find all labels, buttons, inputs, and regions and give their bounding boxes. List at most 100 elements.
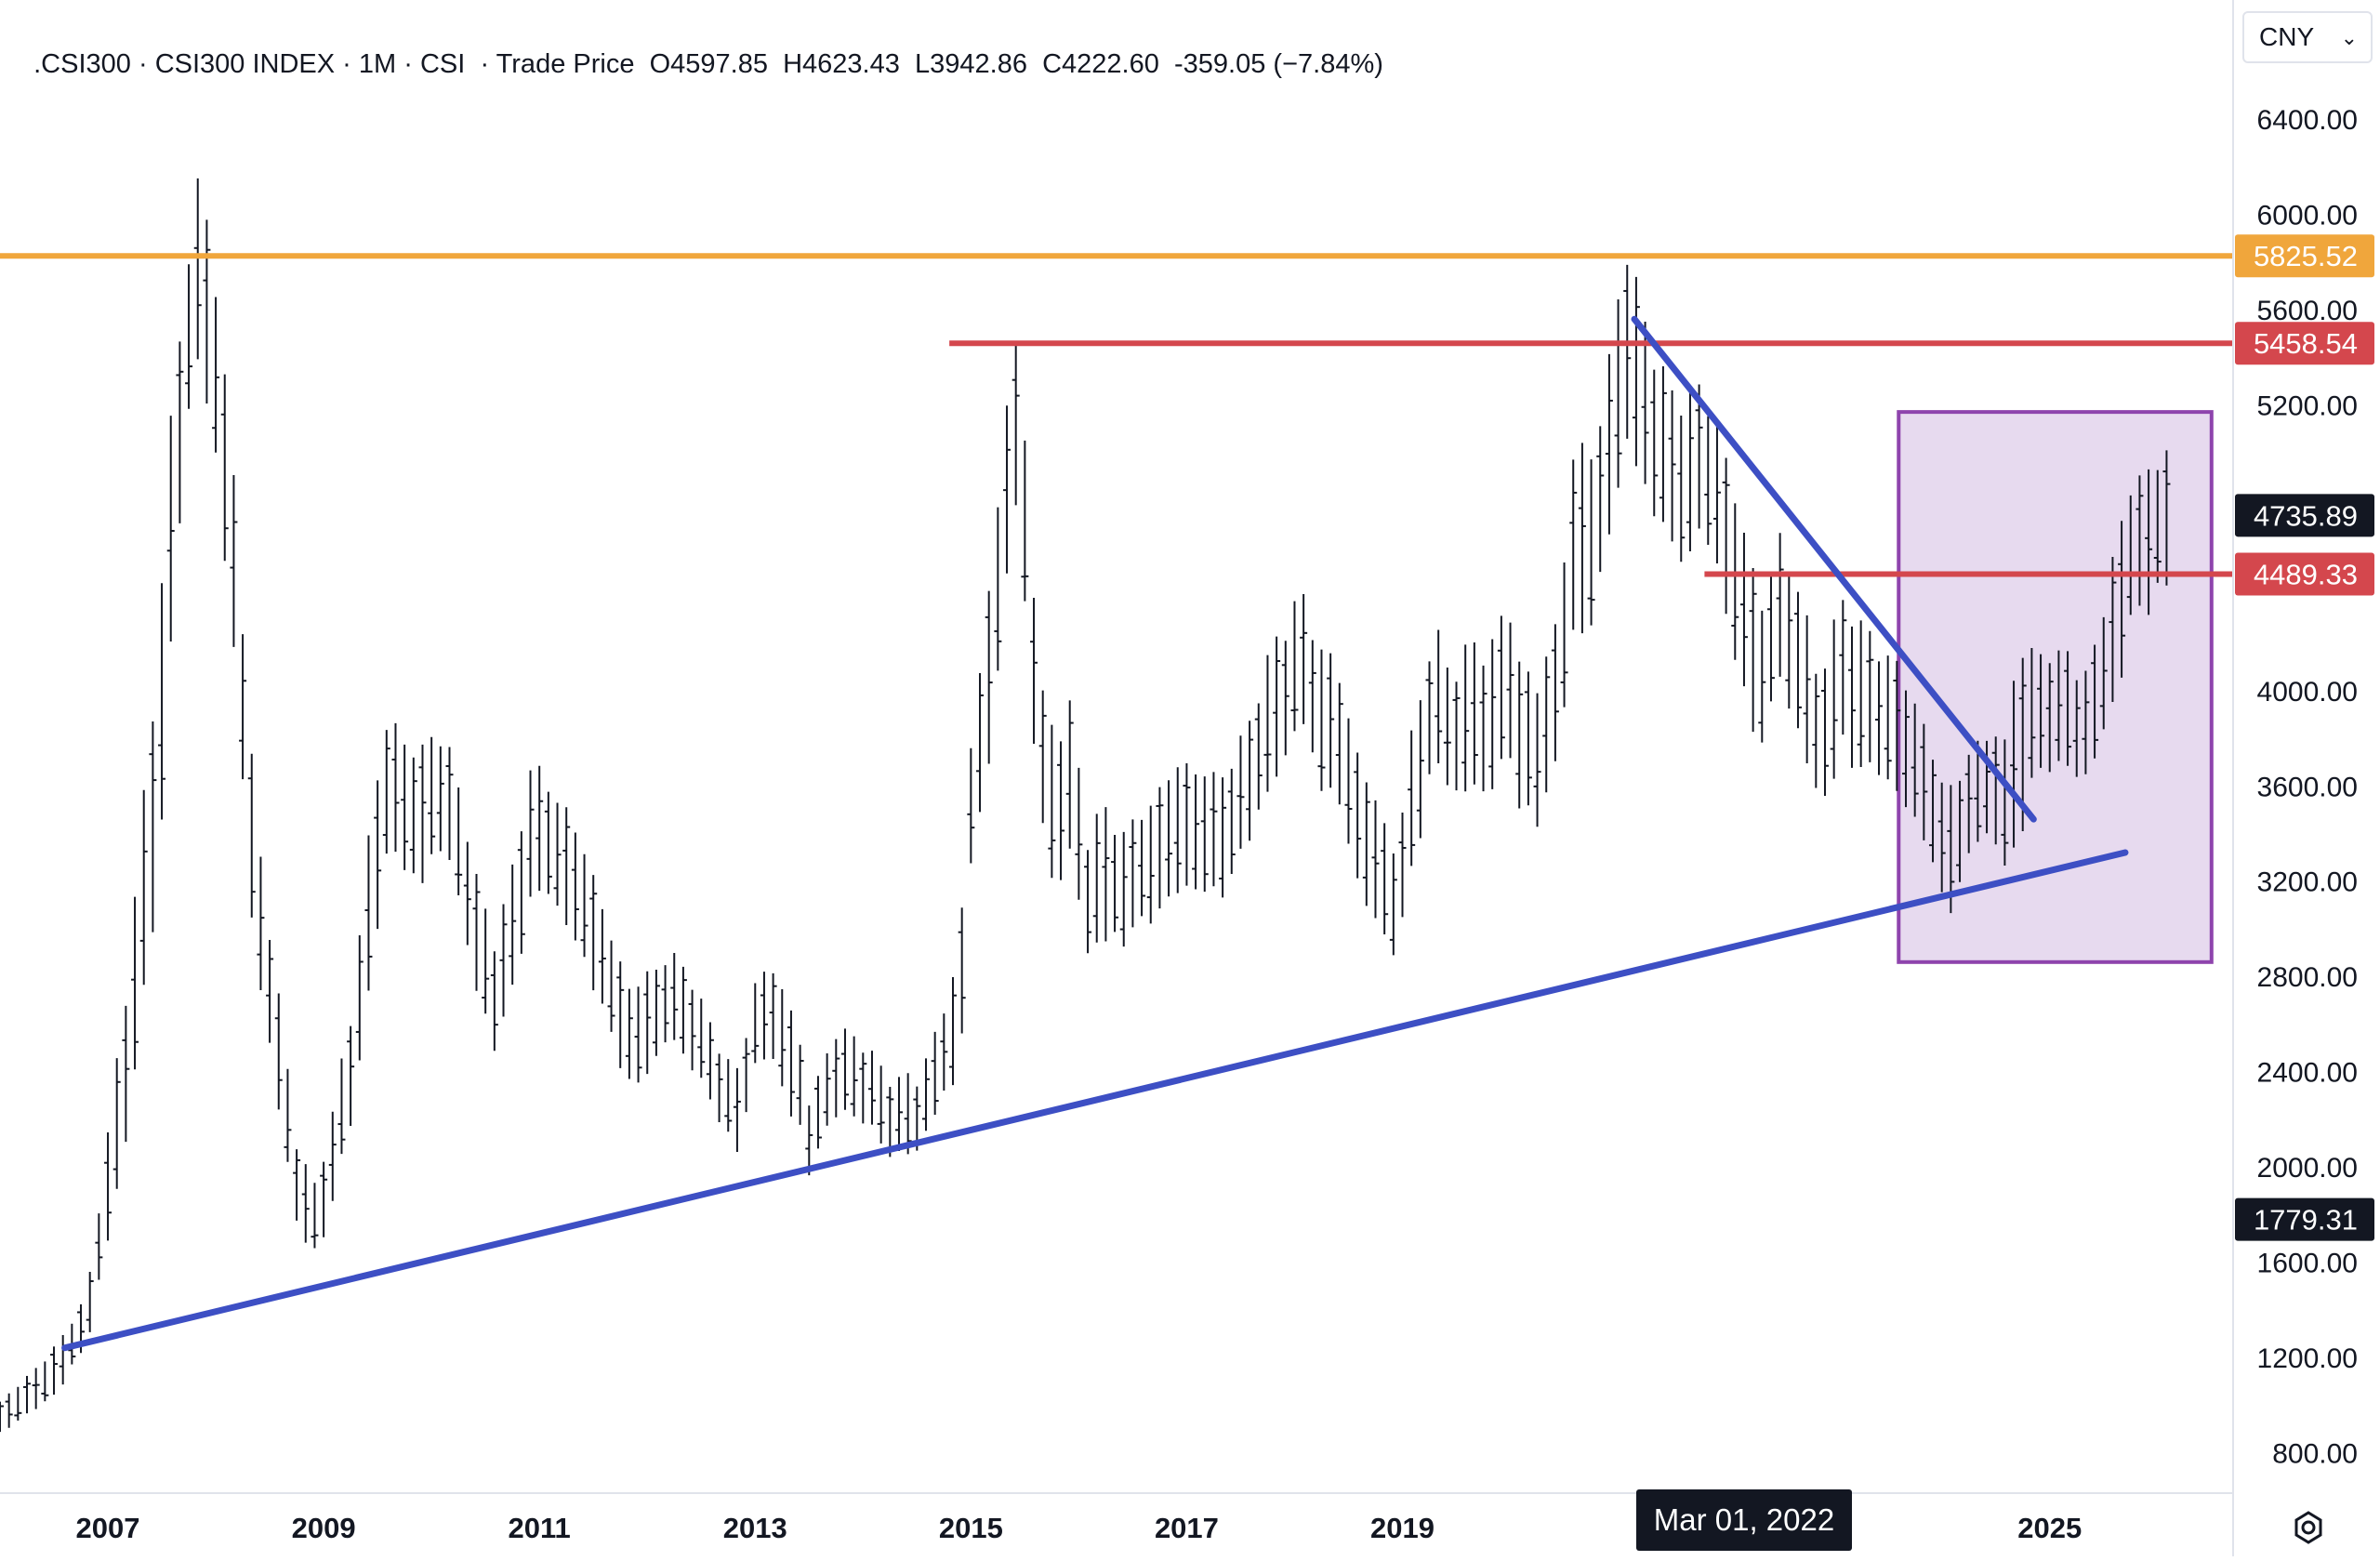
ohlc-bar [1416,700,1424,839]
ohlc-bar [1731,503,1739,660]
y-tick-label: 5200.00 [2257,390,2358,421]
ohlc-bar [1974,740,1982,842]
ohlc-close: C4222.60 [1042,49,1159,79]
ohlc-bar [1452,681,1461,791]
ohlc-bar [787,1010,795,1117]
ohlc-bar [1183,763,1191,886]
ohlc-bar [742,1038,750,1113]
ohlc-bar [193,178,202,360]
ohlc-bar [1785,574,1793,709]
ohlc-bar [1192,774,1200,890]
y-tick-label: 2800.00 [2257,962,2358,993]
ohlc-bar [1776,533,1784,677]
ohlc-bar [2028,648,2036,778]
ohlc-bar [1389,853,1397,956]
ohlc-bar [670,953,679,1040]
currency-selector[interactable]: CNY ⌄ [2242,11,2373,63]
ohlc-bar [1281,641,1289,756]
ohlc-bar [293,1149,301,1221]
ohlc-bar [949,976,958,1086]
ohlc-bar [212,297,220,453]
ohlc-bar [1129,819,1137,928]
x-tick-label: 2007 [76,1512,140,1544]
ohlc-bar [625,988,633,1079]
symbol-code[interactable]: .CSI300 [33,49,131,79]
x-tick-label: 2011 [509,1512,571,1544]
ohlc-bar [112,1058,121,1189]
ohlc-bar [1911,703,1919,817]
ohlc-bar [652,969,660,1056]
ohlc-bar [940,1013,948,1091]
ohlc-bar [220,374,229,562]
ohlc-bar [921,1058,930,1131]
ohlc-bar [2145,469,2153,615]
ohlc-bar [490,951,498,1052]
ohlc-bar [1722,457,1730,615]
ohlc-bar [1435,629,1443,764]
ohlc-bar [1317,649,1326,791]
ohlc-bar [247,753,256,918]
ohlc-high: H4623.43 [783,49,900,79]
ohlc-bar [2153,470,2162,583]
ohlc-bar [418,744,427,883]
ohlc-bar [1578,443,1586,634]
chevron-down-icon: ⌄ [2340,26,2358,49]
ohlc-bar [616,961,625,1068]
ohlc-bar [751,983,760,1064]
crosshair-date-label: Mar 01, 2022 [1636,1489,1852,1551]
ohlc-bar [1065,700,1074,849]
ohlc-bar [985,590,993,764]
ohlc-bar [1533,693,1541,827]
ohlc-bar [1524,671,1532,806]
ohlc-bar [607,940,615,1032]
ohlc-bar [2037,654,2045,768]
ohlc-bar [1263,655,1272,792]
ohlc-bar [1497,615,1505,760]
ohlc-bar [50,1346,59,1396]
ohlc-bar [1560,562,1568,708]
ohlc-bar [86,1272,94,1332]
gear-icon[interactable] [2289,1508,2328,1547]
ohlc-bar [2001,739,2009,866]
ohlc-bar [1677,415,1686,562]
ohlc-bar [1902,690,1911,808]
x-tick-label: 2019 [1370,1512,1435,1544]
ohlc-bar [1793,591,1802,729]
ohlc-bar [1146,805,1155,924]
ohlc-bar [733,1067,741,1153]
ohlc-bar [5,1393,13,1428]
ohlc-bar [1461,644,1470,792]
interval-label[interactable]: 1M [358,49,397,79]
currency-label: CNY [2259,22,2315,51]
ohlc-bar [1308,640,1316,753]
ohlc-bar [59,1334,67,1385]
ohlc-bar [499,904,508,1017]
ohlc-bar [958,907,966,1034]
ohlc-bar [1991,736,2000,845]
ohlc-bar [266,940,274,1043]
ohlc-bar [1551,624,1559,761]
ohlc-bar [1227,768,1236,874]
ohlc-bar [931,1031,939,1116]
ohlc-bar [445,747,454,860]
ohlc-bar [176,341,184,523]
ohlc-bar [769,972,777,1059]
ohlc-bar [894,1077,903,1151]
price-label-box [2235,1197,2374,1241]
x-tick-label: 2025 [2017,1512,2082,1544]
ohlc-bar [1344,718,1353,844]
ohlc-bar [1021,440,1029,602]
ohlc-bar [1327,653,1335,788]
ohlc-bar [562,807,571,926]
y-tick-label: 5600.00 [2257,296,2358,326]
ohlc-bar [436,746,444,852]
y-tick-label: 800.00 [2272,1438,2358,1469]
ohlc-bar [517,831,525,954]
ohlc-bar [1704,416,1712,546]
ohlc-bar [274,993,283,1110]
price-label-box [2235,234,2374,278]
ohlc-bar [1290,601,1299,732]
ohlc-bar [706,1022,714,1100]
